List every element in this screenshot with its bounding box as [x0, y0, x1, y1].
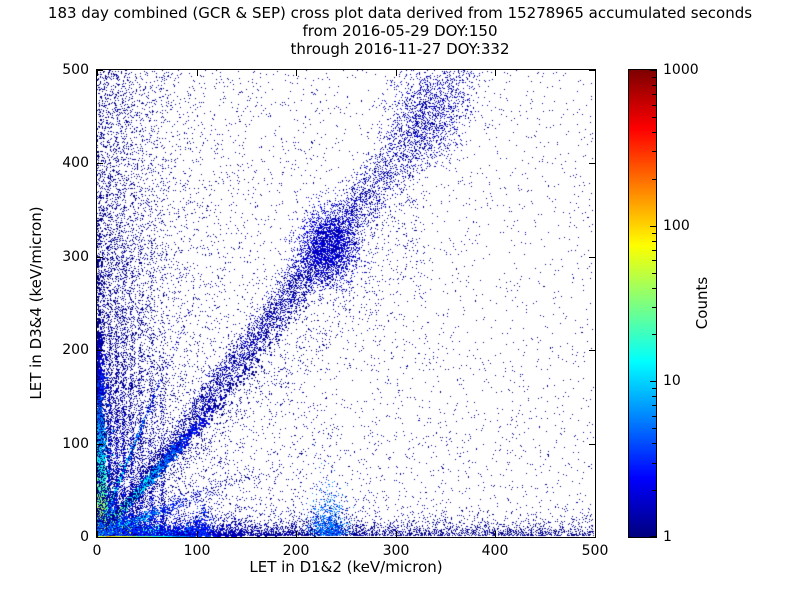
y-tick-mark [97, 350, 103, 351]
x-tick-mark [296, 70, 297, 76]
chart-subtitle-through: through 2016-11-27 DOY:332 [290, 40, 510, 58]
x-tick-mark [197, 531, 198, 537]
colorbar-minor-tick-mark [652, 117, 656, 118]
chart-title: 183 day combined (GCR & SEP) cross plot … [47, 4, 753, 22]
colorbar-tick-mark [650, 70, 656, 71]
chart-subtitle-from: from 2016-05-29 DOY:150 [302, 22, 498, 40]
colorbar-minor-tick-mark [652, 388, 656, 389]
colorbar-canvas [629, 70, 656, 537]
x-tick-mark [495, 70, 496, 76]
colorbar-tick-mark [650, 536, 656, 537]
colorbar-tick-label: 10 [663, 373, 681, 389]
y-axis-label: LET in D3&4 (keV/micron) [27, 206, 45, 400]
y-tick-label: 200 [62, 342, 89, 358]
colorbar-minor-tick-mark [652, 307, 656, 308]
y-tick-mark [589, 537, 595, 538]
colorbar [628, 69, 657, 538]
x-tick-label: 400 [481, 543, 509, 559]
colorbar-tick-label: 1 [663, 529, 672, 545]
y-tick-label: 500 [62, 62, 89, 78]
colorbar-minor-tick-mark [652, 288, 656, 289]
x-tick-mark [97, 531, 98, 537]
y-tick-mark [97, 257, 103, 258]
x-tick-mark [495, 531, 496, 537]
colorbar-minor-tick-mark [652, 273, 656, 274]
colorbar-minor-tick-mark [652, 490, 656, 491]
y-tick-mark [97, 163, 103, 164]
colorbar-minor-tick-mark [652, 260, 656, 261]
x-tick-mark [97, 70, 98, 76]
x-tick-label: 0 [92, 543, 102, 559]
y-tick-mark [589, 350, 595, 351]
x-tick-label: 200 [282, 543, 310, 559]
colorbar-minor-tick-mark [652, 94, 656, 95]
x-tick-mark [595, 70, 596, 76]
y-tick-mark [97, 537, 103, 538]
colorbar-tick-mark [650, 226, 656, 227]
x-tick-mark [595, 531, 596, 537]
colorbar-minor-tick-mark [652, 77, 656, 78]
y-tick-mark [589, 70, 595, 71]
colorbar-tick-label: 1000 [663, 62, 699, 78]
x-tick-mark [396, 531, 397, 537]
colorbar-minor-tick-mark [652, 85, 656, 86]
colorbar-tick-mark [650, 381, 656, 382]
y-tick-mark [589, 163, 595, 164]
colorbar-minor-tick-mark [652, 463, 656, 464]
colorbar-minor-tick-mark [652, 151, 656, 152]
x-axis-label: LET in D1&2 (keV/micron) [249, 558, 443, 576]
colorbar-label: Counts [693, 276, 711, 330]
x-tick-mark [197, 70, 198, 76]
y-tick-mark [97, 444, 103, 445]
y-tick-mark [589, 257, 595, 258]
colorbar-minor-tick-mark [652, 241, 656, 242]
colorbar-minor-tick-mark [652, 334, 656, 335]
x-tick-label: 300 [382, 543, 410, 559]
x-tick-label: 100 [183, 543, 211, 559]
colorbar-minor-tick-mark [652, 250, 656, 251]
y-tick-label: 0 [80, 529, 89, 545]
colorbar-minor-tick-mark [652, 396, 656, 397]
colorbar-tick-label: 100 [663, 218, 690, 234]
x-tick-mark [296, 531, 297, 537]
colorbar-minor-tick-mark [652, 443, 656, 444]
y-tick-label: 300 [62, 249, 89, 265]
colorbar-minor-tick-mark [652, 416, 656, 417]
colorbar-minor-tick-mark [652, 132, 656, 133]
x-tick-label: 500 [581, 543, 609, 559]
y-tick-mark [589, 444, 595, 445]
y-tick-label: 400 [62, 155, 89, 171]
plot-area [96, 69, 596, 538]
colorbar-minor-tick-mark [652, 233, 656, 234]
colorbar-minor-tick-mark [652, 105, 656, 106]
x-tick-mark [396, 70, 397, 76]
colorbar-minor-tick-mark [652, 428, 656, 429]
colorbar-minor-tick-mark [652, 179, 656, 180]
colorbar-minor-tick-mark [652, 405, 656, 406]
scatter-canvas [97, 70, 595, 537]
y-tick-mark [97, 70, 103, 71]
y-tick-label: 100 [62, 436, 89, 452]
